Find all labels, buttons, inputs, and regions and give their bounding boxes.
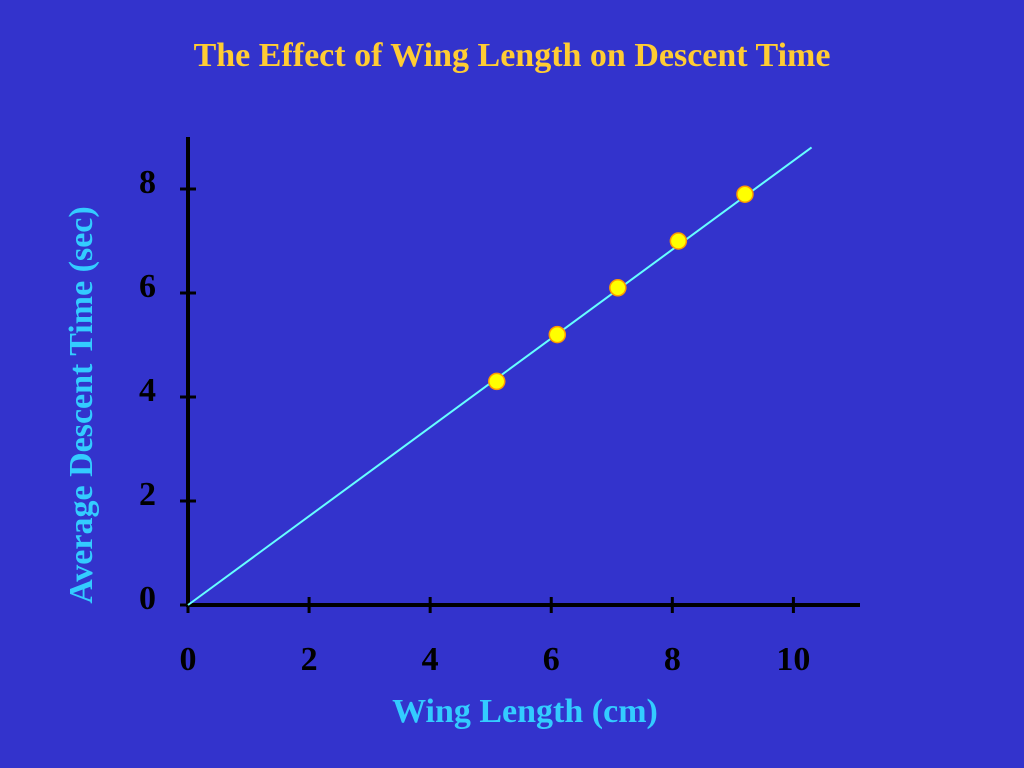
y-tick-label: 4 <box>139 372 156 409</box>
data-point <box>736 185 754 203</box>
x-tick-label: 8 <box>664 641 681 678</box>
chart-title: The Effect of Wing Length on Descent Tim… <box>194 37 831 74</box>
data-point <box>488 372 506 391</box>
x-axis-label: Wing Length (cm) <box>392 693 658 730</box>
x-tick-label: 0 <box>180 641 197 678</box>
data-point <box>669 232 688 250</box>
y-tick-label: 2 <box>139 476 156 513</box>
y-axis-label: Average Descent Time (sec) <box>63 206 100 603</box>
x-tick-label: 10 <box>776 641 810 678</box>
y-tick-label: 0 <box>139 580 156 617</box>
x-tick-label: 2 <box>301 641 318 678</box>
x-tick-label: 6 <box>543 641 560 678</box>
data-point <box>609 279 627 297</box>
y-tick-label: 6 <box>139 268 156 305</box>
data-point <box>548 325 567 344</box>
x-tick-label: 4 <box>422 641 439 678</box>
y-tick-label: 8 <box>139 164 156 201</box>
